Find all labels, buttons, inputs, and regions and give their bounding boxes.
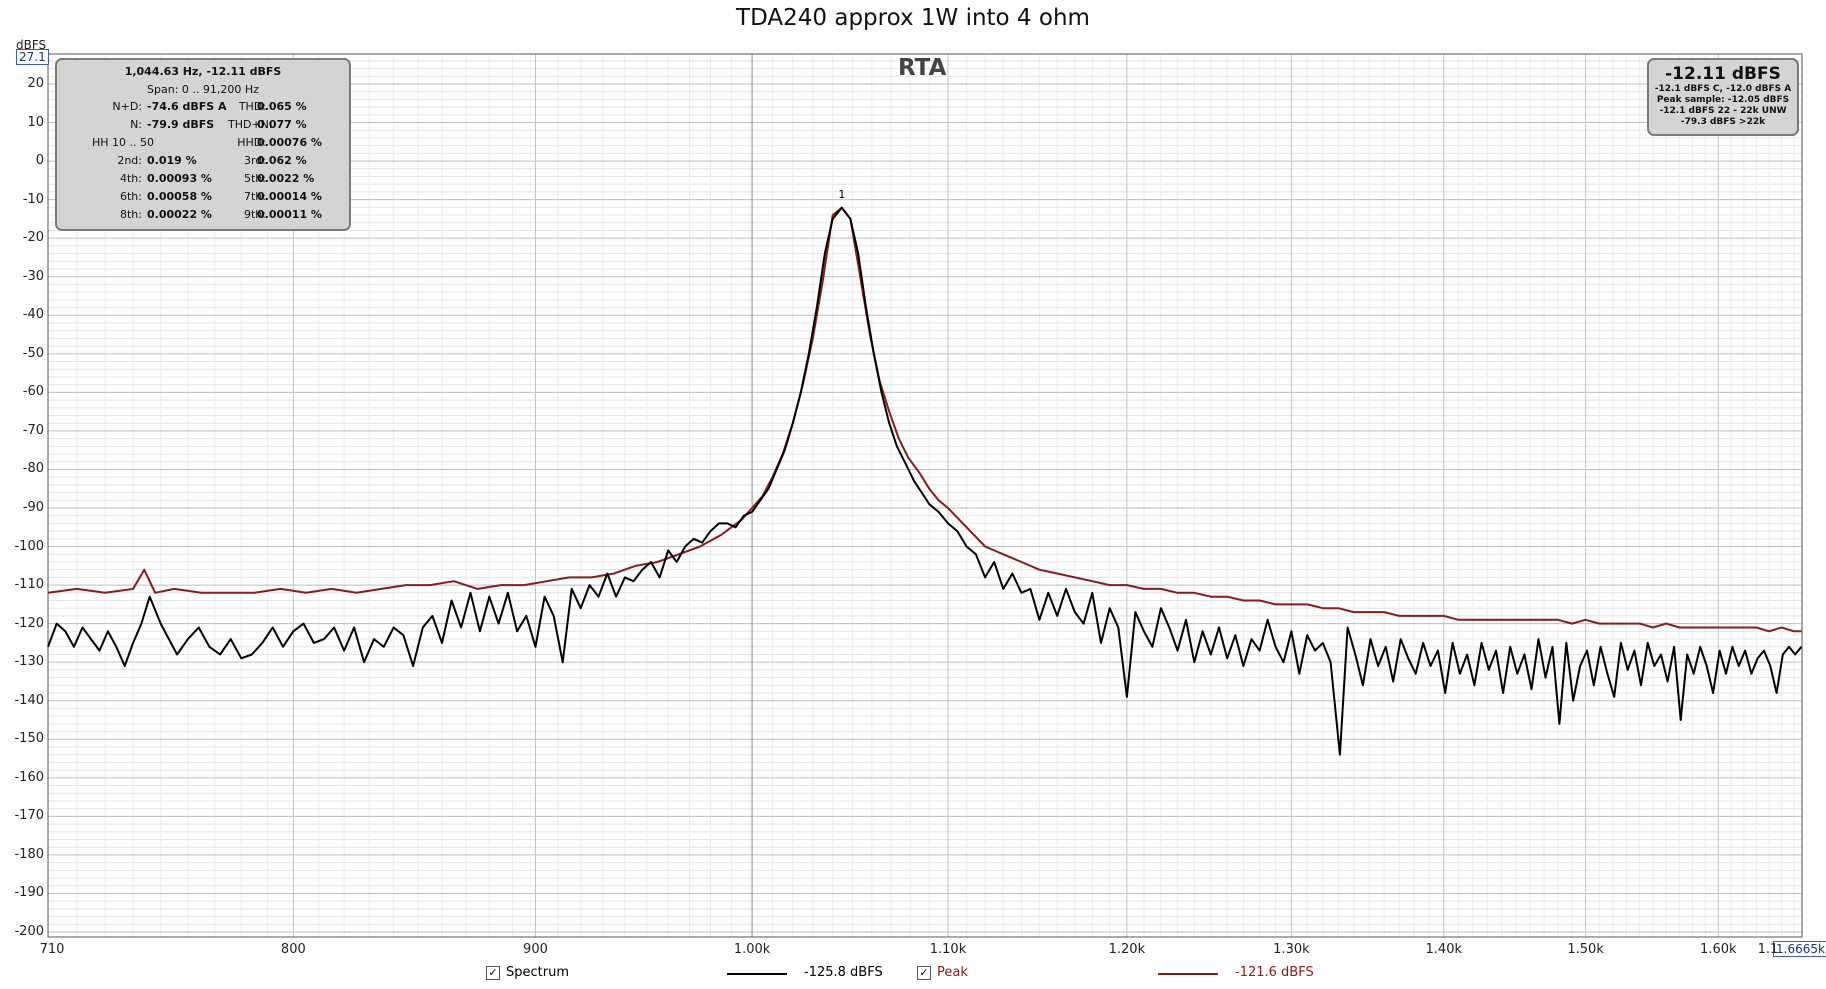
stats-label: 5th: (244, 172, 266, 185)
x-tick-label: 1.10k (929, 942, 967, 957)
stats-label: 8th: (120, 208, 142, 221)
stats-value: -74.6 dBFS A (147, 100, 227, 113)
peak-checkbox[interactable]: ✓ (917, 966, 931, 980)
chart-title: TDA240 approx 1W into 4 ohm (736, 5, 1090, 31)
y-tick-label: -60 (22, 384, 44, 400)
series-layer (47, 206, 1803, 756)
stats-row: 8th: 0.00022 % 9th: 0.00011 % (57, 208, 349, 224)
y-tick-label: -170 (14, 808, 44, 824)
plot-frame (47, 53, 1803, 938)
y-tick-label: -90 (22, 500, 44, 515)
y-tick-label: 0 (35, 153, 44, 169)
y-tick-label: -130 (14, 654, 44, 670)
stats-value: -79.9 dBFS (147, 118, 215, 131)
stats-value: 0.019 % (147, 154, 197, 167)
y-tick-label: -40 (22, 307, 44, 323)
y-tick-label: -150 (14, 731, 44, 747)
stats-row: 4th: 0.00093 % 5th: 0.0022 % (57, 172, 349, 188)
y-tick-label: -50 (22, 345, 44, 361)
y-tick-label: -20 (22, 230, 44, 246)
level-main-value: -12.11 dBFS (1665, 64, 1781, 84)
stats-value: 0.077 % (257, 118, 307, 131)
stats-value: 0.065 % (257, 100, 307, 113)
x-tick-label: 800 (280, 942, 306, 957)
marker-layer: 1 (838, 188, 845, 201)
legend-spectrum-label: Spectrum (506, 965, 569, 980)
series-peak-line (47, 206, 1802, 633)
level-line: -12.1 dBFS 22 - 22k UNW (1659, 106, 1787, 116)
stats-value: 0.00076 % (257, 136, 322, 149)
series-spectrum-line (47, 206, 1803, 756)
stats-value: 0.00093 % (147, 172, 212, 185)
x-tick-label: 1.50k (1567, 942, 1604, 957)
y-tick-label: -80 (22, 461, 44, 477)
level-line: -79.3 dBFS >22k (1680, 117, 1766, 127)
y-tick-label: -30 (22, 268, 44, 284)
legend-peak-swatch (1158, 973, 1218, 975)
y-axis-unit: dBFS (16, 38, 47, 52)
y-tick-label: -100 (14, 538, 44, 554)
y-tick-label: -180 (14, 846, 44, 862)
stats-label: HHD: (237, 136, 266, 149)
stats-label: 6th: (120, 190, 142, 203)
y-tick-label: -140 (14, 692, 44, 708)
legend-peak-label: Peak (937, 965, 968, 980)
x-tick-label: 1.30k (1273, 942, 1310, 957)
level-line: Peak sample: -12.05 dBFS (1656, 95, 1790, 105)
stats-span: Span: 0 .. 91,200 Hz (147, 83, 259, 96)
x-tick-label: 1.20k (1108, 942, 1146, 957)
stats-value: 0.00011 % (257, 208, 322, 221)
stats-row: N: -79.9 dBFS THD+N: 0.077 % (57, 118, 349, 134)
x-tick-label: 1.00k (733, 942, 771, 957)
stats-label: N: (130, 118, 142, 131)
spectrum-checkbox[interactable]: ✓ (486, 966, 500, 980)
plot-area[interactable]: 1 (0, 0, 1826, 960)
stats-value: 0.00058 % (147, 190, 212, 203)
x-tick-label: 1.60k (1700, 942, 1737, 957)
stats-label: THD+N: (228, 118, 273, 131)
stats-value: 0.0022 % (257, 172, 315, 185)
legend-spectrum-swatch (727, 973, 787, 975)
level-line: -12.1 dBFS C, -12.0 dBFS A (1654, 84, 1792, 94)
stats-value: 0.062 % (257, 154, 307, 167)
stats-label: 2nd: (117, 154, 142, 167)
stats-label: N+D: (112, 100, 142, 113)
x-tick-label: 1.40k (1425, 942, 1463, 957)
y-tick-label: 20 (27, 76, 44, 91)
stats-row: HH 10 .. 50 HHD: 0.00076 % (57, 136, 349, 152)
y-tick-label: -120 (14, 615, 44, 631)
y-tick-label: -160 (14, 769, 44, 785)
x-tick-label: 1.1 (1757, 942, 1779, 957)
peak-marker-label: 1 (838, 188, 845, 201)
stats-label: 4th: (120, 172, 142, 185)
y-max-input[interactable]: 27.1 (16, 49, 49, 65)
y-tick-label: 10 (27, 114, 44, 130)
level-meter-panel[interactable]: -12.11 dBFS -12.1 dBFS C, -12.0 dBFS A P… (1647, 58, 1799, 136)
x-tick-label: 900 (523, 942, 548, 957)
stats-label: 3rd: (243, 154, 266, 167)
y-tick-label: -190 (14, 885, 44, 901)
distortion-stats-panel[interactable]: 1,044.63 Hz, -12.11 dBFS Span: 0 .. 91,2… (55, 58, 351, 231)
legend-spectrum-value: -125.8 dBFS (804, 965, 883, 980)
y-tick-label: -70 (22, 422, 44, 438)
y-tick-label: -200 (14, 924, 44, 939)
legend: ✓ Spectrum -125.8 dBFS ✓ Peak -121.6 dBF… (0, 964, 1826, 986)
x-max-input[interactable]: 1.6665k (1773, 941, 1826, 957)
stats-header: 1,044.63 Hz, -12.11 dBFS (124, 65, 282, 78)
chart-subtitle: RTA (898, 55, 947, 81)
legend-peak-value: -121.6 dBFS (1235, 965, 1314, 980)
stats-label: HH 10 .. 50 (92, 136, 155, 149)
stats-row: 2nd: 0.019 % 3rd: 0.062 % (57, 154, 349, 170)
stats-label: 9th: (244, 208, 266, 221)
y-tick-label: -110 (14, 577, 44, 593)
stats-row: 6th: 0.00058 % 7th: 0.00014 % (57, 190, 349, 206)
minor-grid (48, 54, 1802, 937)
stats-row: N+D: -74.6 dBFS A THD: 0.065 % (57, 100, 349, 116)
stats-value: 0.00014 % (257, 190, 322, 203)
y-tick-label: -10 (22, 191, 44, 207)
x-tick-label: 710 (39, 942, 65, 957)
stats-label: THD: (238, 100, 266, 113)
stats-label: 7th: (244, 190, 266, 203)
stats-value: 0.00022 % (147, 208, 212, 221)
